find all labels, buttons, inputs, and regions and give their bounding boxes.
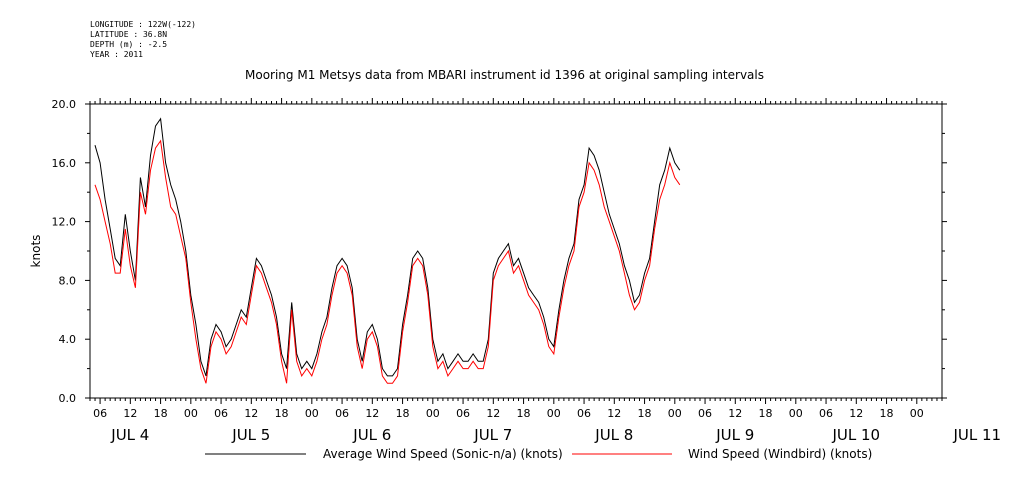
x-hour-label: 00 [668,407,682,420]
x-hour-label: 18 [154,407,168,420]
legend: Average Wind Speed (Sonic-n/a) (knots) Wi… [205,447,872,461]
series-line-average-wind-speed [94,117,681,377]
x-day-label: JUL 8 [594,426,633,444]
x-hour-label: 18 [759,407,773,420]
x-hour-label: 18 [396,407,410,420]
x-day-label: JUL 4 [110,426,149,444]
x-hour-label: 06 [214,407,228,420]
series-line-windbird-wind-speed [94,139,681,384]
y-tick-label: 8.0 [59,274,77,287]
x-hour-label: 06 [819,407,833,420]
x-hour-label: 12 [365,407,379,420]
latitude-text: LATITUDE : 36.8N [90,30,168,39]
legend-label-windbird: Wind Speed (Windbird) (knots) [688,447,872,461]
x-hour-label: 18 [275,407,289,420]
chart-title: Mooring M1 Metsys data from MBARI instru… [245,68,764,82]
x-hour-label: 06 [93,407,107,420]
x-hour-label: 00 [789,407,803,420]
metadata-block: LONGITUDE : 122W(-122) LATITUDE : 36.8N … [90,20,196,60]
x-day-label: JUL 7 [473,426,512,444]
x-hour-label: 06 [456,407,470,420]
x-hour-label: 12 [486,407,500,420]
x-day-label: JUL 5 [231,426,270,444]
y-tick-label: 12.0 [52,216,77,229]
x-hour-label: 12 [123,407,137,420]
x-day-label: JUL 10 [831,426,880,444]
x-hour-label: 00 [910,407,924,420]
x-hour-label: 00 [305,407,319,420]
y-axis-label: knots [29,235,43,268]
x-hour-label: 06 [335,407,349,420]
x-hour-label: 12 [849,407,863,420]
x-hour-label: 00 [184,407,198,420]
x-hour-label: 18 [638,407,652,420]
x-day-label: JUL 9 [715,426,754,444]
y-axis: 0.0 4.0 8.0 12.0 16.0 20.0 [52,98,947,405]
year-text: YEAR : 2011 [90,50,143,59]
y-tick-label: 4.0 [59,333,77,346]
x-axis: 06 12 18 00 06 12 18 00 06 12 18 00 06 12 18 00 06 12 18 00… [89,98,1001,444]
x-day-label: JUL 11 [952,426,1001,444]
x-hour-label: 06 [698,407,712,420]
x-hour-label: 18 [517,407,531,420]
x-hour-label: 06 [577,407,591,420]
plot-frame [89,103,943,399]
x-day-label: JUL 6 [352,426,391,444]
longitude-text: LONGITUDE : 122W(-122) [90,20,196,29]
legend-label-average: Average Wind Speed (Sonic-n/a) (knots) [323,447,563,461]
x-hour-label: 12 [728,407,742,420]
x-hour-label: 18 [880,407,894,420]
x-hour-label: 00 [426,407,440,420]
x-hour-label: 12 [607,407,621,420]
depth-text: DEPTH (m) : -2.5 [90,40,168,49]
x-hour-label: 00 [547,407,561,420]
series-group [94,117,681,384]
y-tick-label: 0.0 [59,392,77,405]
y-tick-label: 20.0 [52,98,77,111]
x-hour-label: 12 [244,407,258,420]
y-tick-label: 16.0 [52,157,77,170]
